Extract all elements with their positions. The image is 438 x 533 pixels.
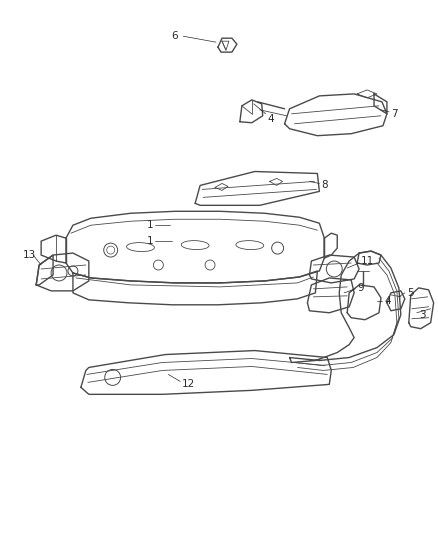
Text: 7: 7 bbox=[391, 109, 398, 119]
Text: 8: 8 bbox=[321, 181, 328, 190]
Text: 1: 1 bbox=[147, 236, 153, 246]
Text: 9: 9 bbox=[357, 283, 364, 293]
Text: 3: 3 bbox=[419, 310, 425, 320]
Text: 1: 1 bbox=[147, 220, 153, 230]
Text: 11: 11 bbox=[361, 256, 374, 266]
Text: 4: 4 bbox=[384, 296, 391, 306]
Text: 4: 4 bbox=[268, 114, 274, 124]
Text: 13: 13 bbox=[23, 250, 36, 260]
Text: 6: 6 bbox=[172, 31, 178, 41]
Text: 12: 12 bbox=[182, 379, 195, 390]
Text: 5: 5 bbox=[407, 288, 413, 298]
